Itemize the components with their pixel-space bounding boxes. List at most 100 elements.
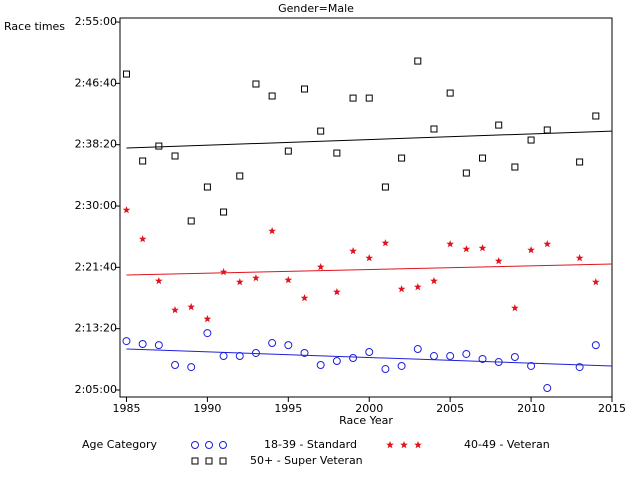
data-point (527, 136, 535, 144)
data-point (252, 274, 260, 282)
data-point (576, 158, 584, 166)
data-point (284, 341, 293, 350)
legend-marker (205, 457, 213, 465)
data-point (478, 244, 487, 252)
data-point (154, 341, 163, 350)
data-point (235, 352, 244, 361)
data-point (171, 360, 180, 369)
data-point (510, 353, 519, 362)
data-point (494, 257, 503, 265)
data-point (122, 337, 131, 346)
legend-marker (191, 441, 199, 449)
data-point (138, 235, 147, 243)
data-point (332, 357, 341, 366)
data-point (122, 70, 130, 78)
legend-marker (191, 457, 199, 465)
data-point (333, 149, 341, 157)
data-point (397, 361, 406, 370)
data-point (284, 276, 293, 284)
y-tick-label: 2:13:20 (75, 322, 117, 335)
x-axis-label: Race Year (339, 414, 393, 427)
data-point (203, 329, 212, 338)
data-point (236, 172, 244, 180)
data-point (462, 245, 471, 253)
y-tick-label: 2:30:00 (75, 199, 117, 212)
data-point (511, 163, 519, 171)
data-point (122, 206, 131, 214)
data-point (462, 349, 471, 358)
data-point (592, 112, 600, 120)
data-point (543, 126, 551, 134)
data-point (414, 283, 422, 291)
x-tick-label: 1995 (274, 402, 302, 415)
data-point (301, 85, 308, 93)
y-tick-label: 2:38:20 (75, 138, 117, 151)
data-point (413, 345, 422, 354)
data-point (155, 142, 163, 150)
data-point (138, 340, 147, 349)
data-point (495, 121, 503, 129)
y-axis-label: Race times (4, 20, 65, 33)
x-tick-label: 1990 (193, 402, 221, 415)
data-point (236, 278, 244, 286)
legend-marker (386, 441, 394, 449)
x-tick-label: 1985 (112, 402, 140, 415)
data-point (251, 348, 260, 357)
data-point (220, 208, 228, 216)
data-point (349, 94, 357, 102)
data-point (381, 183, 389, 191)
data-point (171, 152, 179, 160)
y-tick-label: 2:55:00 (75, 15, 117, 28)
data-point (446, 89, 454, 97)
data-point (365, 94, 373, 102)
x-tick-label: 2010 (517, 402, 545, 415)
data-point (268, 92, 276, 100)
data-point (300, 348, 309, 357)
legend-marker (205, 441, 213, 449)
data-point (543, 240, 552, 248)
x-tick-label: 2005 (436, 402, 464, 415)
legend-marker (414, 441, 422, 449)
x-tick-label: 2000 (355, 402, 383, 415)
data-point (543, 384, 552, 393)
data-point (187, 303, 195, 311)
data-point (429, 352, 438, 361)
data-point (430, 277, 438, 285)
data-point (462, 169, 470, 177)
data-point (349, 353, 358, 362)
data-point (171, 306, 179, 314)
data-point (397, 285, 406, 293)
data-point (219, 352, 228, 361)
trend-line (126, 263, 613, 276)
data-point (139, 157, 147, 165)
legend-marker (400, 441, 408, 449)
data-point (527, 246, 535, 254)
data-point (592, 278, 600, 286)
trend-line (126, 130, 613, 149)
data-point (446, 352, 455, 361)
data-point (494, 358, 503, 367)
y-tick-label: 2:05:00 (75, 383, 117, 396)
data-point (252, 80, 260, 88)
chart-title: Gender=Male (278, 2, 354, 15)
data-point (381, 239, 390, 247)
y-tick-label: 2:21:40 (75, 260, 117, 273)
data-point (511, 304, 519, 312)
plot-frame (119, 17, 613, 398)
legend-title: Age Category (82, 438, 158, 451)
data-point (479, 154, 487, 162)
data-point (365, 347, 374, 356)
data-point (381, 365, 390, 374)
data-point (300, 294, 309, 302)
legend-marker (219, 457, 227, 465)
data-point (430, 125, 438, 133)
data-point (268, 227, 276, 235)
data-point (268, 339, 277, 348)
data-point (203, 315, 212, 323)
legend-label: 40-49 - Veteran (464, 438, 550, 451)
data-point (203, 183, 211, 191)
data-point (187, 217, 195, 225)
legend-label: 50+ - Super Veteran (250, 454, 363, 467)
x-tick-label: 2015 (598, 402, 626, 415)
